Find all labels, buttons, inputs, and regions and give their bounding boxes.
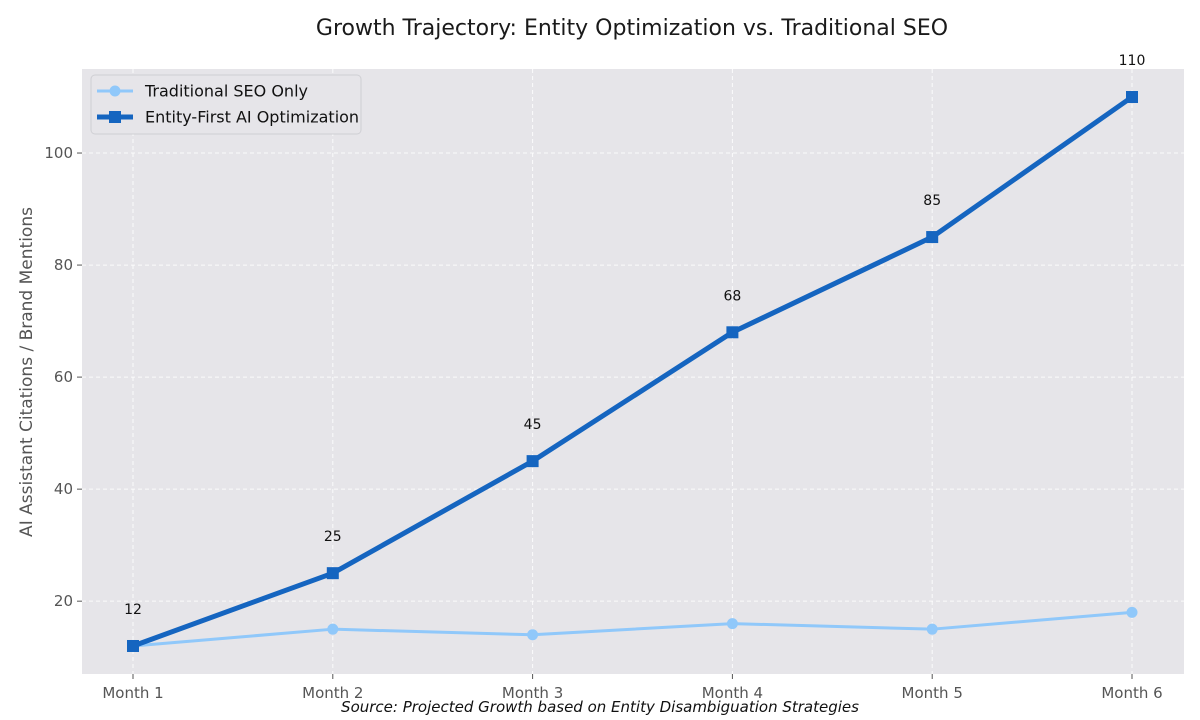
legend-swatch-marker	[109, 111, 121, 123]
series-entity-first	[127, 91, 1138, 652]
x-tick-label: Month 1	[102, 684, 163, 702]
legend-box	[90, 74, 362, 135]
data-labels: 12 25 45 68 85 110	[124, 53, 1145, 618]
data-point-entity-first	[726, 326, 739, 339]
x-tick-label: Month 4	[702, 684, 763, 702]
legend-swatch-marker	[109, 85, 121, 97]
series-layer	[127, 91, 1138, 652]
data-label: 45	[524, 417, 542, 433]
legend-item-traditional-seo: Traditional SEO Only	[97, 82, 308, 101]
axis-ticks: 20 40 60 80 100 Month 1 Month 2 Month 3 Month 4 M…	[44, 144, 1162, 702]
y-axis-label: AI Assistant Citations / Brand Mentions	[17, 207, 37, 537]
series-line-traditional-seo	[131, 610, 1134, 648]
series-line-entity-first	[130, 94, 1135, 649]
data-point-entity-first	[526, 455, 539, 468]
x-tick-label: Month 2	[302, 684, 363, 702]
legend-items: Traditional SEO Only Entity-First AI Opti…	[97, 82, 359, 127]
y-tick-label: 100	[44, 144, 73, 162]
y-tick-label: 80	[54, 256, 73, 274]
data-label: 68	[723, 288, 741, 304]
data-point-traditional-seo	[726, 618, 738, 630]
data-point-entity-first	[926, 231, 939, 244]
x-tick-label: Month 6	[1101, 684, 1162, 702]
legend-item-entity-first: Entity-First AI Optimization	[97, 108, 359, 127]
legend: Traditional SEO Only Entity-First AI Opti…	[90, 74, 362, 135]
source-annotation: Source: Projected Growth based on Entity…	[341, 698, 859, 716]
y-tick-label: 60	[54, 368, 73, 386]
data-point-entity-first	[326, 567, 339, 580]
plot-background	[82, 69, 1184, 674]
data-point-entity-first	[1126, 91, 1138, 104]
data-label: 110	[1119, 53, 1146, 69]
x-tick-label: Month 3	[502, 684, 563, 702]
data-label: 85	[923, 193, 941, 209]
data-point-traditional-seo	[1126, 606, 1138, 618]
data-point-traditional-seo	[527, 629, 539, 641]
legend-label: Entity-First AI Optimization	[145, 108, 359, 127]
data-label: 12	[124, 602, 142, 618]
data-point-entity-first	[127, 639, 139, 652]
y-tick-label: 40	[54, 480, 73, 498]
data-point-traditional-seo	[327, 623, 339, 635]
data-point-traditional-seo	[926, 623, 938, 635]
data-label: 25	[324, 529, 342, 545]
legend-label: Traditional SEO Only	[144, 82, 308, 101]
x-tick-label: Month 5	[902, 684, 963, 702]
y-tick-label: 20	[54, 592, 73, 610]
chart-title: Growth Trajectory: Entity Optimization v…	[316, 16, 948, 41]
